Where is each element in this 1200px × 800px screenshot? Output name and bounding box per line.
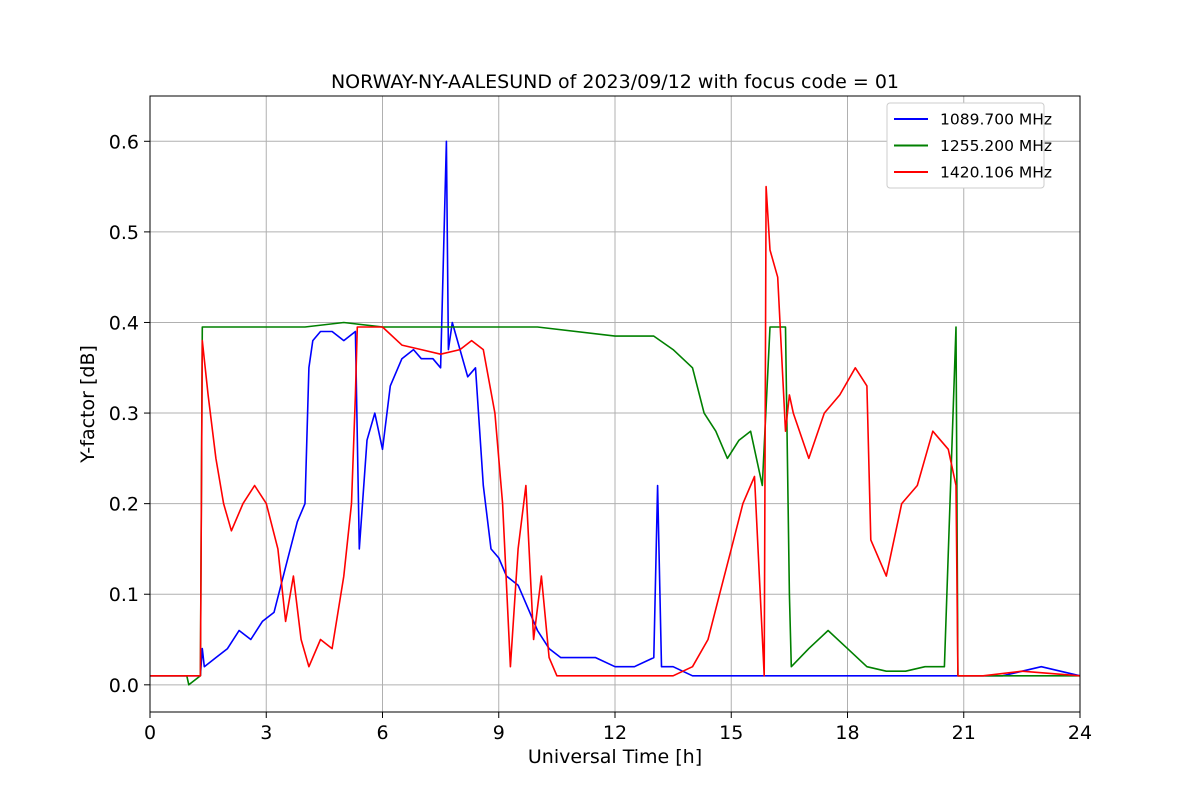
x-tick-label: 6 [376, 722, 388, 744]
x-tick-label: 0 [144, 722, 156, 744]
series-line-1 [150, 140, 1081, 677]
x-tick-label: 21 [952, 722, 976, 744]
series-layer [150, 140, 1081, 686]
x-tick-label: 18 [835, 722, 859, 744]
series-line-2 [150, 321, 1080, 686]
y-axis-label: Y-factor [dB] [77, 345, 99, 464]
chart-title: NORWAY-NY-AALESUND of 2023/09/12 with fo… [331, 71, 899, 93]
y-tick-label: 0.3 [109, 403, 139, 425]
series-line-3 [150, 185, 1081, 677]
x-tick-label: 24 [1068, 722, 1092, 744]
ticks: 0 3 6 9 12 15 18 21 24 0.0 0.1 0.2 0.3 0.4 0.5 0.6 [109, 131, 1092, 744]
x-tick-label: 3 [260, 722, 272, 744]
x-axis-label: Universal Time [h] [528, 746, 702, 768]
y-tick-label: 0.1 [109, 584, 139, 606]
legend: 1089.700 MHz 1255.200 MHz 1420.106 MHz [886, 102, 1052, 189]
y-tick-label: 0.5 [109, 222, 139, 244]
y-tick-label: 0.2 [109, 494, 139, 516]
legend-label-2: 1255.200 MHz [940, 137, 1052, 155]
y-tick-label: 0.0 [109, 675, 139, 697]
x-tick-label: 9 [493, 722, 505, 744]
x-tick-label: 12 [603, 722, 627, 744]
y-tick-label: 0.4 [109, 312, 139, 334]
y-tick-label: 0.6 [109, 131, 139, 153]
legend-box [886, 102, 1045, 189]
x-tick-label: 15 [719, 722, 743, 744]
legend-label-1: 1089.700 MHz [940, 111, 1052, 129]
legend-label-3: 1420.106 MHz [940, 164, 1052, 182]
